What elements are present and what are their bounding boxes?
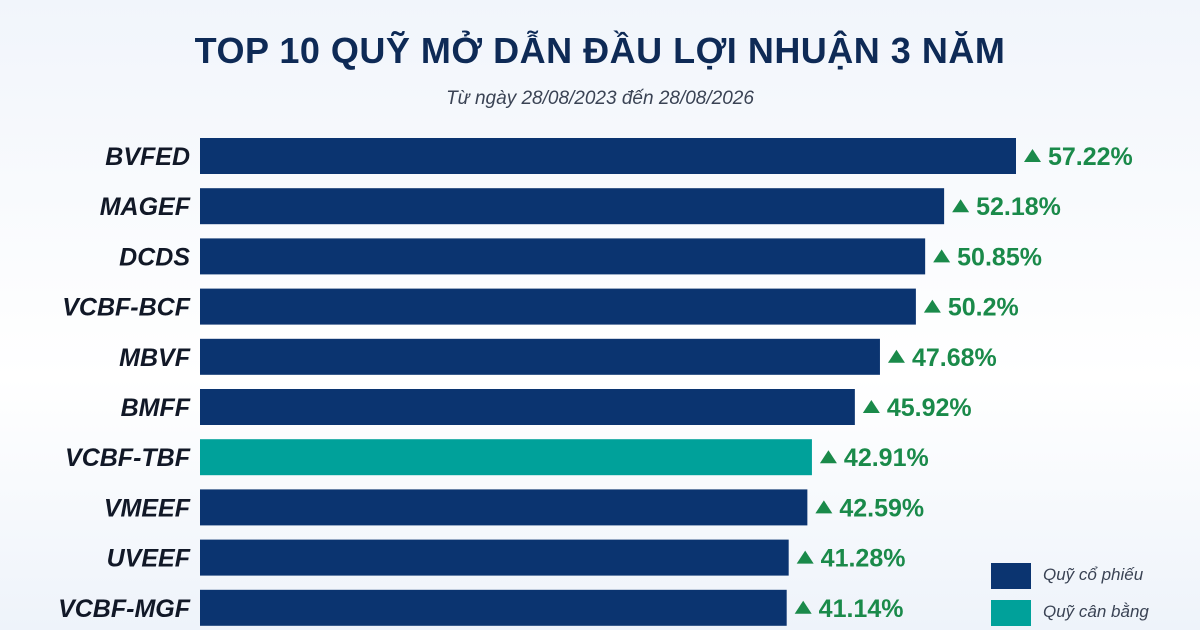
chart-title: TOP 10 QUỸ MỞ DẪN ĐẦU LỢI NHUẬN 3 NĂM xyxy=(194,30,1006,71)
up-arrow-icon xyxy=(794,600,812,614)
value-label-bvfed: 57.22% xyxy=(1048,143,1133,171)
value-label-mbvf: 47.68% xyxy=(912,344,997,372)
up-arrow-icon xyxy=(819,450,837,464)
chart-subtitle: Từ ngày 28/08/2023 đến 28/08/2026 xyxy=(446,88,754,109)
bar-vcbf-tbf xyxy=(200,439,812,476)
up-arrow-icon xyxy=(887,349,905,363)
up-arrow-icon xyxy=(796,550,814,564)
legend-swatch-balanced xyxy=(991,600,1031,626)
category-label-dcds: DCDS xyxy=(119,243,190,271)
value-label-bmff: 45.92% xyxy=(887,394,972,422)
bar-dcds xyxy=(200,238,926,275)
category-label-mbvf: MBVF xyxy=(119,344,191,372)
bar-bmff xyxy=(200,389,855,425)
value-label-vcbf-bcf: 50.2% xyxy=(948,294,1019,322)
bar-vcbf-bcf xyxy=(200,288,916,325)
value-label-uveef: 41.28% xyxy=(821,545,906,573)
value-label-vcbf-tbf: 42.91% xyxy=(844,444,929,472)
bar-vcbf-mgf xyxy=(200,589,787,626)
up-arrow-icon xyxy=(952,199,970,213)
legend-label-balanced: Quỹ cân bằng xyxy=(1043,602,1149,621)
up-arrow-icon xyxy=(1024,149,1041,162)
legend-label-equity: Quỹ cổ phiếu xyxy=(1043,565,1144,584)
category-label-vcbf-mgf: VCBF-MGF xyxy=(58,595,191,623)
value-label-magef: 52.18% xyxy=(976,193,1061,221)
bar-mbvf xyxy=(200,338,880,375)
value-label-vcbf-mgf: 41.14% xyxy=(819,595,904,623)
category-label-bmff: BMFF xyxy=(121,394,191,422)
category-label-vcbf-tbf: VCBF-TBF xyxy=(65,444,191,472)
value-label-dcds: 50.85% xyxy=(957,243,1042,271)
category-label-vmeef: VMEEF xyxy=(104,494,191,522)
category-label-uveef: UVEEF xyxy=(107,545,191,573)
bar-bvfed xyxy=(200,138,1016,174)
bar-vmeef xyxy=(200,489,808,526)
up-arrow-icon xyxy=(923,299,941,313)
legend-swatch-equity xyxy=(991,563,1031,589)
up-arrow-icon xyxy=(862,400,880,413)
up-arrow-icon xyxy=(815,500,833,514)
category-label-vcbf-bcf: VCBF-BCF xyxy=(62,294,190,322)
bar-magef xyxy=(200,188,945,225)
value-label-vmeef: 42.59% xyxy=(839,494,924,522)
bar-uveef xyxy=(200,539,789,576)
category-label-magef: MAGEF xyxy=(100,193,191,221)
up-arrow-icon xyxy=(933,249,951,263)
category-label-bvfed: BVFED xyxy=(105,143,190,171)
